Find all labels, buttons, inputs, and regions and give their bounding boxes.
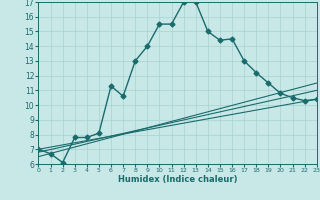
X-axis label: Humidex (Indice chaleur): Humidex (Indice chaleur) — [118, 175, 237, 184]
